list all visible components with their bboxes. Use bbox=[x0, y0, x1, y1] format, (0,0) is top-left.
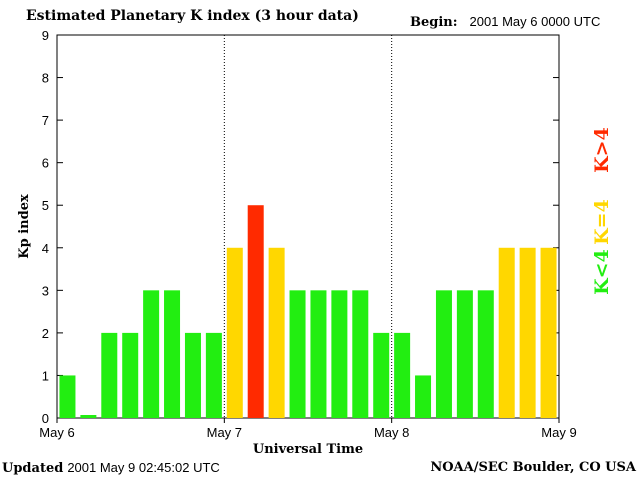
updated-label: Updated bbox=[2, 461, 64, 476]
kp-bar bbox=[205, 332, 222, 418]
x-tick-label: May 6 bbox=[39, 425, 74, 440]
kp-bar bbox=[415, 375, 432, 418]
kp-bar bbox=[268, 247, 285, 418]
kp-bar bbox=[352, 290, 369, 418]
plot-frame bbox=[56, 34, 560, 419]
y-tick-label: 8 bbox=[42, 71, 49, 86]
begin-time: Begin: 2001 May 6 0000 UTC bbox=[410, 14, 600, 30]
begin-label: Begin: bbox=[410, 15, 458, 30]
legend-entry: K=4 bbox=[591, 199, 613, 245]
x-axis-title: Universal Time bbox=[253, 442, 363, 457]
kp-bar bbox=[59, 375, 76, 418]
y-tick-label: 6 bbox=[42, 156, 49, 171]
kp-bar bbox=[519, 247, 536, 418]
kp-bar bbox=[289, 290, 306, 418]
y-tick-label: 2 bbox=[42, 326, 49, 341]
kp-bar bbox=[184, 332, 201, 418]
kp-bar bbox=[226, 247, 243, 418]
legend-entry: K<4 bbox=[591, 249, 613, 295]
kp-bar bbox=[435, 290, 452, 418]
y-axis-title: Kp index bbox=[17, 194, 32, 259]
kp-bar bbox=[498, 247, 515, 418]
kp-bar bbox=[247, 205, 264, 418]
kp-bar bbox=[394, 332, 411, 418]
y-tick-label: 5 bbox=[42, 198, 49, 213]
source-credit: NOAA/SEC Boulder, CO USA bbox=[430, 460, 636, 475]
kp-bar bbox=[164, 290, 181, 418]
y-tick-label: 4 bbox=[42, 241, 49, 256]
chart-title: Estimated Planetary K index (3 hour data… bbox=[26, 8, 359, 24]
y-tick-label: 9 bbox=[42, 28, 49, 43]
y-tick-label: 7 bbox=[42, 113, 49, 128]
kp-bar bbox=[477, 290, 494, 418]
begin-value: 2001 May 6 0000 UTC bbox=[469, 14, 601, 29]
kp-bar bbox=[143, 290, 160, 418]
updated-timestamp: Updated 2001 May 9 02:45:02 UTC bbox=[2, 460, 220, 476]
y-tick-label: 3 bbox=[42, 283, 49, 298]
kp-bar bbox=[456, 290, 473, 418]
kp-bar bbox=[540, 247, 557, 418]
kp-bar bbox=[122, 332, 139, 418]
updated-value: 2001 May 9 02:45:02 UTC bbox=[67, 460, 220, 475]
legend-entry: K>4 bbox=[591, 127, 613, 173]
kp-bar bbox=[310, 290, 327, 418]
kp-bar bbox=[101, 332, 118, 418]
kp-bar bbox=[80, 415, 97, 418]
kp-bar bbox=[331, 290, 348, 418]
x-tick-label: May 9 bbox=[541, 425, 576, 440]
x-tick-label: May 8 bbox=[374, 425, 409, 440]
x-tick-label: May 7 bbox=[207, 425, 242, 440]
y-tick-label: 0 bbox=[42, 411, 49, 426]
y-tick-label: 1 bbox=[42, 368, 49, 383]
kp-bar bbox=[373, 332, 390, 418]
